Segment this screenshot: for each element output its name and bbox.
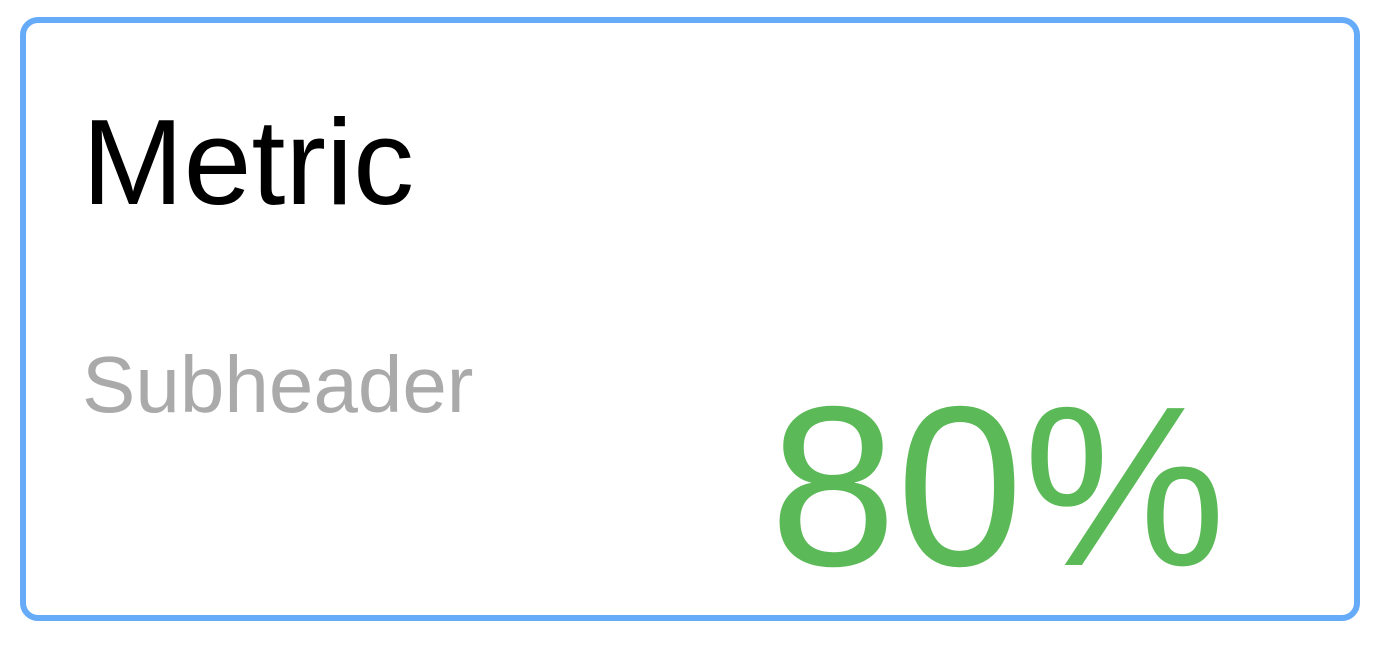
metric-value: 80% xyxy=(769,360,1226,614)
metric-title: Metric xyxy=(82,94,415,230)
metric-subheader: Subheader xyxy=(82,340,474,429)
metric-card: Metric Subheader 80% xyxy=(20,17,1360,621)
